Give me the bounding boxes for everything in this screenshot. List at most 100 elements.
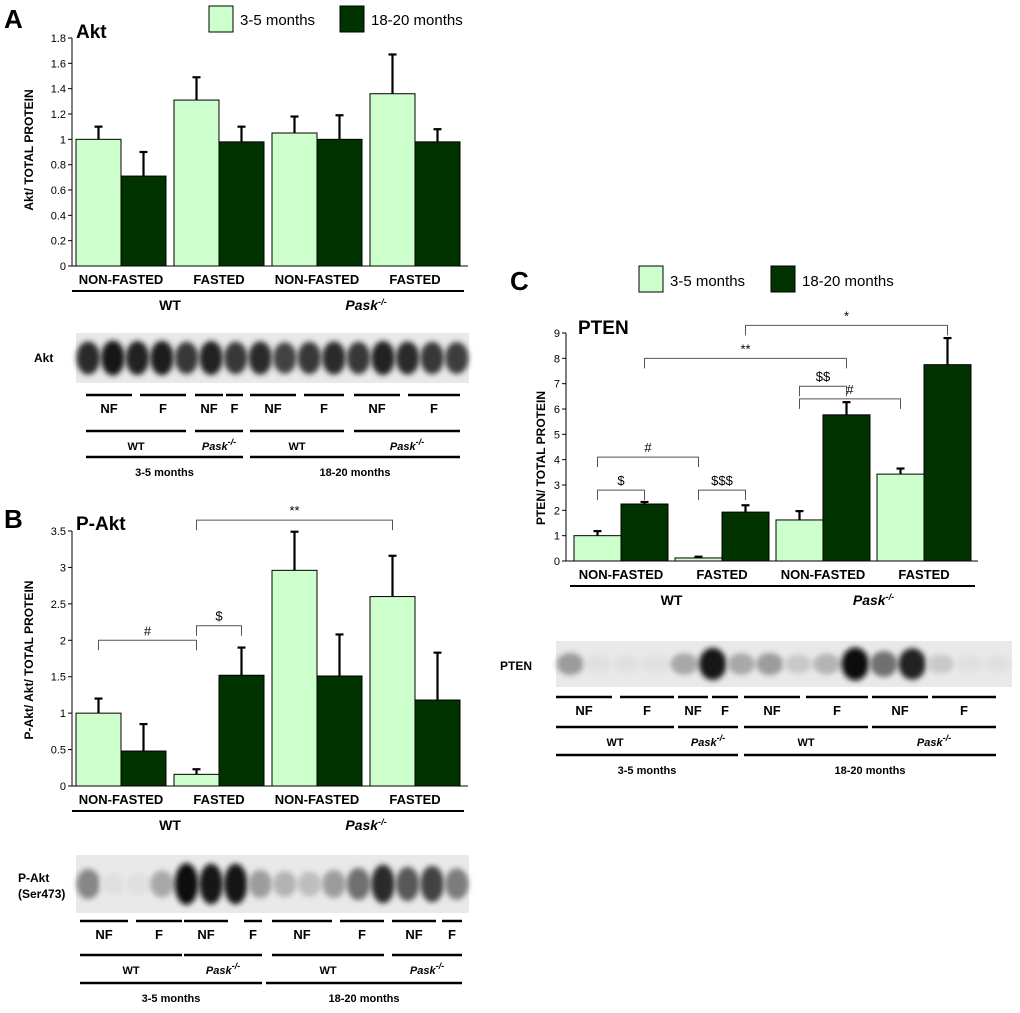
y-tick-label: 2: [60, 635, 66, 647]
lane-label: NF: [293, 927, 310, 942]
blot-band: [841, 647, 869, 681]
group-label-text: Pask: [853, 592, 887, 608]
blot-band: [420, 341, 444, 375]
significance-label: **: [289, 503, 299, 518]
blot-band: [444, 341, 469, 375]
legend-label-young-c: 3-5 months: [670, 273, 745, 290]
lane-label: F: [358, 927, 366, 942]
blot-band: [371, 340, 395, 376]
blot-band: [101, 340, 125, 376]
genotype-label: Pask-/-: [691, 733, 725, 749]
lane-label: F: [430, 401, 438, 416]
chart-akt: Akt Akt/ TOTAL PROTEIN 0 0.2 0.4 0.6 0.8 1 1.2…: [22, 22, 468, 313]
blot-band: [101, 873, 125, 895]
genotype-label-text: Pask: [691, 737, 718, 749]
significance-bracket: [799, 398, 901, 409]
significance-bracket: [196, 625, 242, 636]
lane-label: NF: [197, 927, 214, 942]
blot-band: [297, 871, 322, 897]
y-tick-label: 3: [60, 562, 66, 574]
legend-swatch-young-c: [638, 265, 664, 293]
age-label: 18-20 months: [329, 993, 400, 1005]
bar-young: [369, 93, 416, 267]
y-tick-label: 1.6: [51, 58, 66, 70]
blot-label: (Ser473): [18, 887, 65, 901]
lane-label: F: [249, 927, 257, 942]
y-tick-label: 8: [554, 353, 560, 365]
bar-old: [316, 138, 363, 267]
blot-band: [346, 341, 371, 375]
bar-old: [414, 699, 461, 787]
significance-bracket: [698, 489, 746, 501]
blot-band: [125, 340, 150, 376]
blot-band: [248, 341, 273, 375]
y-tick-label: 0.5: [51, 745, 66, 757]
significance-bracket: [745, 324, 948, 336]
blot-band: [613, 655, 641, 673]
y-tick-label: 0: [554, 556, 560, 568]
blot-band: [670, 653, 698, 675]
lane-label: NF: [684, 703, 701, 718]
blot-band: [199, 340, 223, 376]
age-label: 18-20 months: [320, 467, 391, 479]
bar-old: [721, 511, 770, 562]
y-tick-label: 1.2: [51, 109, 66, 121]
significance-bracket: [196, 519, 393, 531]
group-label-text: Pask: [345, 297, 379, 313]
y-tick-label: 4: [554, 455, 560, 467]
genotype-label-text: WT: [319, 965, 336, 977]
chart-pten-title: PTEN: [578, 318, 629, 339]
genotype-label-superscript: -/-: [416, 437, 425, 447]
blot-band: [420, 865, 444, 903]
group-label: Pask-/-: [853, 592, 894, 608]
genotype-label-superscript: -/-: [943, 733, 952, 743]
chart-p-akt: P-Akt P-Akt/ Akt/ TOTAL PROTEIN 0 0.5 1 1.5…: [22, 503, 468, 833]
y-tick-label: 1: [60, 708, 66, 720]
blot-band: [585, 655, 613, 673]
y-tick-label: 0.8: [51, 160, 66, 172]
bar-young: [173, 99, 220, 267]
blot-band: [199, 863, 223, 905]
category-label: FASTED: [389, 272, 440, 287]
blot-p-akt: P-Akt(Ser473)NF F NF F NF F NF FWT Pask-/- WT Pask…: [18, 855, 469, 1005]
lane-label: F: [320, 401, 328, 416]
bar-old: [414, 141, 461, 267]
significance-label: **: [740, 341, 750, 356]
group-label-text: WT: [159, 297, 181, 313]
blot-band: [322, 869, 346, 899]
lane-label: F: [448, 927, 456, 942]
blot-band: [76, 868, 101, 900]
significance-bracket: [644, 357, 847, 369]
y-tick-label: 0: [60, 261, 66, 273]
bar-old: [120, 175, 167, 267]
lane-label: NF: [405, 927, 422, 942]
lane-label: F: [159, 401, 167, 416]
category-label: FASTED: [193, 792, 244, 807]
lane-label: NF: [264, 401, 281, 416]
significance-label: $$$: [711, 473, 733, 488]
y-tick-label: 0: [60, 781, 66, 793]
category-label: FASTED: [898, 567, 949, 582]
lane-label: NF: [891, 703, 908, 718]
y-tick-label: 1: [60, 134, 66, 146]
blot-band: [784, 654, 812, 674]
bar-old: [120, 750, 167, 787]
lane-label: NF: [575, 703, 592, 718]
bar-young: [271, 569, 318, 787]
category-label: NON-FASTED: [275, 792, 360, 807]
blot-band: [955, 655, 983, 673]
genotype-label: WT: [127, 441, 144, 453]
bar-old: [218, 674, 265, 787]
bar-old: [822, 414, 871, 562]
legend-label-old: 18-20 months: [371, 12, 463, 29]
group-label-superscript: -/-: [378, 817, 387, 827]
group-label-superscript: -/-: [378, 297, 387, 307]
panel-letter-c: C: [510, 266, 529, 296]
bar-young: [75, 138, 122, 267]
blot-band: [984, 655, 1012, 673]
y-tick-label: 6: [554, 404, 560, 416]
genotype-label-superscript: -/-: [232, 961, 241, 971]
lane-label: NF: [368, 401, 385, 416]
blot-band: [556, 652, 584, 676]
